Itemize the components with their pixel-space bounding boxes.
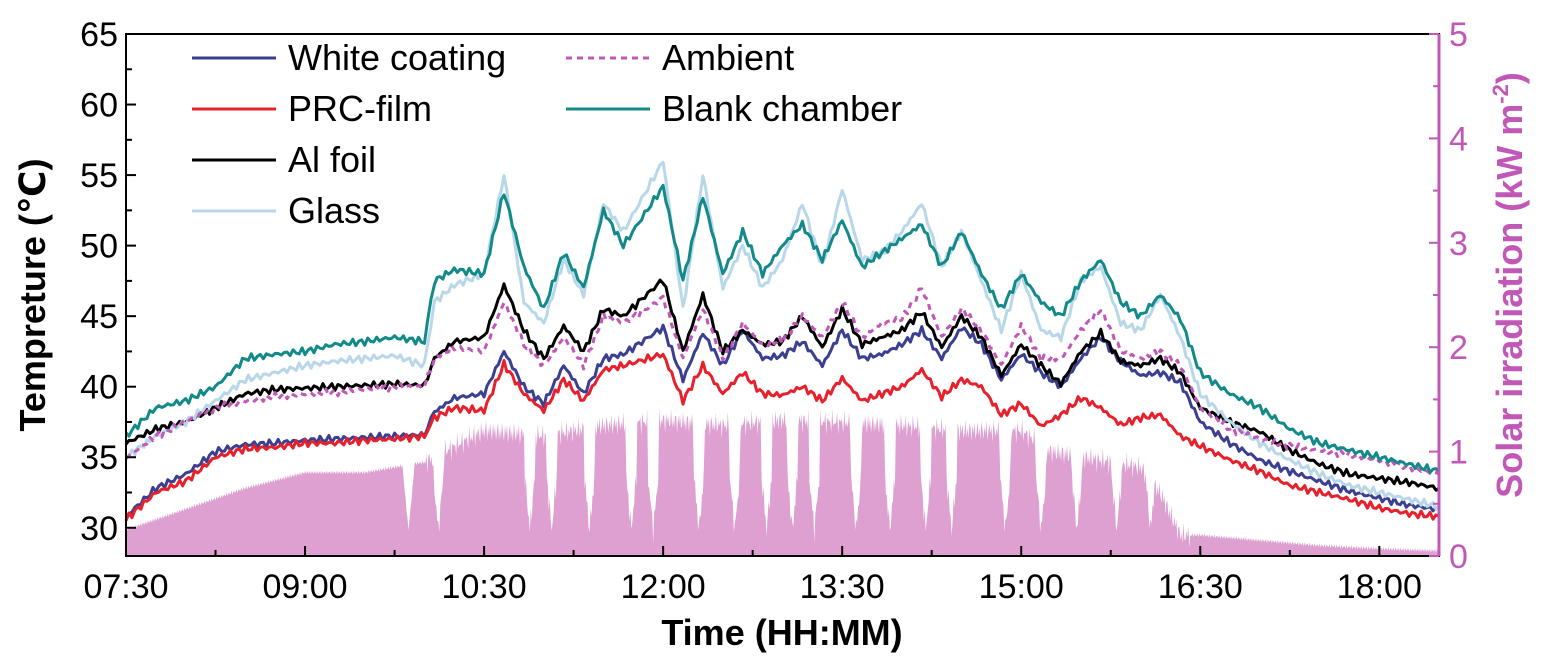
legend-item: Al foil — [192, 139, 376, 180]
legend-label: Glass — [288, 190, 380, 231]
y-axis-right-title-main: Solar irradiation (kW m — [1489, 104, 1530, 498]
legend-item: Blank chamber — [566, 88, 902, 129]
series-line-ambient — [125, 287, 1440, 476]
y-tick-label: 40 — [80, 369, 118, 407]
y-axis-right-title-end: ) — [1489, 72, 1530, 84]
x-tick-label: 15:00 — [979, 568, 1064, 606]
series-line-glass — [124, 160, 1441, 511]
x-tick-label: 16:30 — [1158, 568, 1243, 606]
y-tick-label: 60 — [80, 87, 118, 125]
series-line-blank-chamber — [124, 183, 1441, 474]
legend-label: Blank chamber — [662, 88, 902, 129]
legend-item: PRC-film — [192, 88, 432, 129]
legend-item: Glass — [192, 190, 380, 231]
x-tick-label: 13:30 — [800, 568, 885, 606]
x-tick-label: 18:00 — [1337, 568, 1422, 606]
series-line-al-foil — [124, 278, 1440, 492]
legend-item: Ambient — [566, 37, 794, 78]
y-right-tick-label: 3 — [1449, 225, 1468, 263]
tick-labels: 07:30 09:00 10:30 12:00 13:30 15:00 16:30 18:00… — [80, 16, 1468, 606]
x-axis-title: Time (HH:MM) — [661, 612, 902, 653]
x-tick-label: 09:00 — [262, 568, 347, 606]
series-line-prc-film — [124, 352, 1440, 522]
series-line-white-coating — [125, 323, 1440, 517]
y-tick-label: 35 — [80, 439, 118, 477]
legend-label: PRC-film — [288, 88, 432, 129]
solar-irradiation-path — [126, 407, 1439, 556]
legend-label: White coating — [288, 37, 506, 78]
y-tick-label: 45 — [80, 298, 118, 336]
tick-marks — [125, 33, 1441, 557]
y-right-tick-label: 2 — [1449, 329, 1468, 367]
x-tick-label: 12:00 — [621, 568, 706, 606]
legend-label: Ambient — [662, 37, 794, 78]
legend-item: White coating — [192, 37, 506, 78]
y-tick-label: 30 — [80, 510, 118, 548]
legend-label: Al foil — [288, 139, 376, 180]
y-tick-label: 65 — [80, 16, 118, 54]
y-tick-label: 50 — [80, 228, 118, 266]
y-right-tick-label: 5 — [1449, 16, 1468, 54]
x-tick-label: 07:30 — [83, 568, 168, 606]
legend: White coating PRC-film Al foil Glass Ambient… — [192, 37, 902, 231]
y-right-tick-label: 1 — [1449, 434, 1468, 472]
temperature-series — [124, 160, 1441, 522]
y-axis-title: Tempreture (℃) — [12, 159, 53, 432]
y-axis-right-title-sup: -2 — [1488, 84, 1513, 104]
y-axis-right-title: Solar irradiation (kW m-2) — [1488, 72, 1530, 498]
y-right-tick-label: 0 — [1449, 538, 1468, 576]
y-right-tick-label: 4 — [1449, 120, 1468, 158]
x-tick-label: 10:30 — [442, 568, 527, 606]
solar-irradiation-area — [126, 407, 1439, 556]
y-tick-label: 55 — [80, 157, 118, 195]
